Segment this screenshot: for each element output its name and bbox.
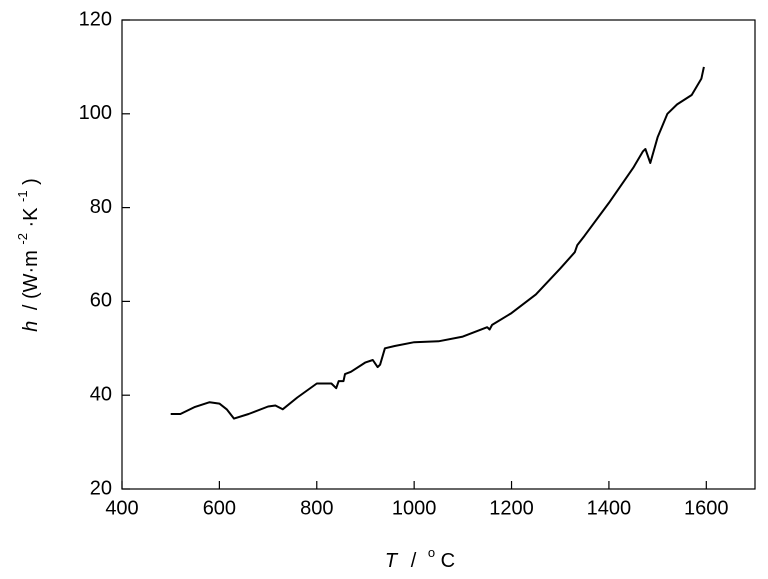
x-tick-label: 1200 (489, 497, 534, 519)
x-tick-label: 1000 (392, 497, 437, 519)
data-line (170, 66, 705, 420)
x-tick-label: 400 (105, 497, 138, 519)
plot-frame (121, 19, 756, 490)
y-tick-label: 100 (79, 102, 112, 124)
y-tick-label: 80 (90, 196, 112, 218)
x-axis-label: T / o C (385, 542, 455, 572)
x-tick-label: 800 (300, 497, 333, 519)
x-tick-label: 1400 (587, 497, 632, 519)
x-tick-label: 600 (203, 497, 236, 519)
x-tick-label: 1600 (684, 497, 729, 519)
y-tick-label: 120 (79, 8, 112, 30)
y-tick-label: 60 (90, 290, 112, 312)
y-tick-label: 20 (90, 477, 112, 499)
y-axis-label: h / (W·m -2 ·K -1 ) (12, 178, 42, 332)
y-tick-label: 40 (90, 383, 112, 405)
